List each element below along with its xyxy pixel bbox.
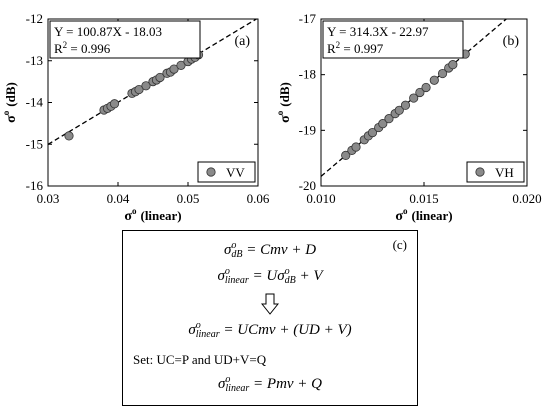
chart-b-data-point bbox=[384, 114, 394, 124]
eq2-sub-b: dB bbox=[284, 275, 296, 286]
eq1-sigma: σ bbox=[223, 242, 232, 258]
chart-b-x-axis-unit: (linear) bbox=[411, 208, 452, 223]
chart-a-y-tick-label: -13 bbox=[26, 53, 43, 68]
equation-substituted: σ o linear = UCmv + (UD + V) bbox=[123, 320, 417, 340]
chart-a-data-point bbox=[155, 72, 165, 83]
eq2-sigma-b: σ bbox=[277, 268, 285, 284]
chart-b-data-point bbox=[448, 60, 458, 70]
eq2-sup-b: o bbox=[284, 266, 290, 277]
equation-final: σ o linear = Pmv + Q bbox=[123, 374, 417, 394]
eq2-sub: linear bbox=[224, 275, 249, 286]
chart-b-data-point bbox=[351, 142, 361, 152]
chart-b-y-tick-label: -19 bbox=[299, 122, 316, 137]
chart-b-r2-value: = 0.997 bbox=[340, 41, 384, 56]
equation-sigma-db: σ o dB = Cmv + D bbox=[123, 240, 417, 260]
set-statement: Set: UC=P and UD+V=Q bbox=[133, 352, 267, 367]
down-arrow-icon bbox=[261, 293, 279, 315]
chart-a-y-axis-unit: (dB) bbox=[3, 82, 18, 107]
eq3-sup: o bbox=[195, 320, 201, 331]
chart-a-x-tick-label: 0.06 bbox=[247, 191, 270, 206]
chart-a-r2-value: = 0.996 bbox=[67, 41, 111, 56]
chart-b-data-point bbox=[415, 87, 425, 98]
chart-a-data-point bbox=[109, 99, 120, 109]
chart-b-y-axis-label-group: σo(dB) bbox=[275, 82, 293, 123]
chart-a-y-tick-label: -14 bbox=[26, 95, 44, 110]
chart-b-y-axis-sup: o bbox=[275, 110, 285, 115]
chart-a-x-tick-label: 0.03 bbox=[37, 191, 60, 206]
eq2-u: = U bbox=[248, 268, 278, 284]
eq2-v: + V bbox=[295, 268, 323, 284]
chart-b-x-axis-sup: o bbox=[403, 206, 408, 216]
chart-a-equation-box bbox=[49, 20, 201, 59]
eq4-sub: linear bbox=[225, 383, 250, 394]
chart-b-r2-text: R2 = 0.997 bbox=[327, 40, 384, 56]
eq4-rhs: = Pmv + Q bbox=[249, 376, 323, 392]
chart-a-legend-label: VV bbox=[226, 165, 245, 180]
chart-a-data-point bbox=[176, 60, 186, 70]
chart-a-x-tick-label: 0.05 bbox=[177, 191, 200, 206]
chart-b-y-tick-label: -18 bbox=[299, 67, 316, 82]
chart-b-data-point bbox=[429, 75, 439, 85]
eq2-sup: o bbox=[224, 266, 230, 277]
eq3-rhs: = UCmv + (UD + V) bbox=[219, 322, 352, 338]
eq2-sigma: σ bbox=[217, 268, 225, 284]
chart-a-equation-text: Y = 100.87X - 18.03 bbox=[54, 24, 162, 39]
chart-a-r2-exp: 2 bbox=[63, 40, 68, 50]
chart-b-x-axis-label: σo (linear) bbox=[395, 206, 452, 224]
chart-b-y-tick-label: -20 bbox=[299, 178, 316, 193]
chart-a: 0.03 0.04 0.05 0.06 -16 -15 -14 -13 -12 Y = 100.8… bbox=[1, 11, 270, 224]
chart-a-y-axis-sup: o bbox=[1, 110, 11, 115]
chart-b: 0.010 0.015 0.020 -20 -19 -18 -17 Y = 314.3X - … bbox=[275, 11, 542, 224]
chart-b-equation-text: Y = 314.3X - 22.97 bbox=[327, 24, 429, 39]
chart-a-data-point bbox=[169, 64, 179, 74]
eq4-sup: o bbox=[225, 374, 231, 385]
chart-a-x-axis-label: σo (linear) bbox=[124, 206, 181, 224]
eq1-rhs: = Cmv + D bbox=[242, 242, 317, 258]
chart-b-data-point bbox=[400, 100, 411, 110]
chart-b-data-point bbox=[394, 105, 404, 115]
chart-a-data-point bbox=[134, 84, 144, 95]
chart-a-y-tick-label: -12 bbox=[26, 11, 43, 26]
chart-b-panel-label: (b) bbox=[503, 34, 520, 49]
chart-b-x-tick-label: 0.010 bbox=[306, 191, 335, 206]
eq3-sub: linear bbox=[195, 329, 220, 340]
chart-a-x-axis-sup: o bbox=[132, 206, 137, 216]
chart-b-r2-exp: 2 bbox=[336, 40, 341, 50]
chart-a-r2-text: R2 = 0.996 bbox=[54, 40, 111, 56]
chart-b-y-axis-label: σo(dB) bbox=[275, 82, 293, 123]
eq1-sup: o bbox=[231, 240, 237, 251]
chart-a-data-point bbox=[64, 131, 74, 141]
chart-b-y-tick-label: -17 bbox=[299, 11, 317, 26]
chart-b-y-axis-unit: (dB) bbox=[277, 82, 292, 107]
equation-sigma-linear: σ o linear = Uσ o dB + V bbox=[123, 266, 417, 286]
chart-a-panel-label: (a) bbox=[234, 34, 250, 49]
chart-a-y-axis-label-group: σo(dB) bbox=[1, 82, 19, 123]
panel-label-c: (c) bbox=[392, 237, 407, 252]
eq1-sub: dB bbox=[231, 249, 243, 260]
equations-panel: (c) σ o dB = Cmv + D σ o linear = Uσ o dB + V … bbox=[122, 230, 418, 406]
chart-b-legend-label: VH bbox=[495, 165, 514, 180]
chart-b-data-point bbox=[367, 127, 378, 138]
eq3-sigma: σ bbox=[188, 322, 196, 338]
chart-b-equation-box bbox=[322, 20, 464, 59]
chart-b-data-point bbox=[378, 119, 388, 129]
chart-b-data-point bbox=[341, 150, 351, 160]
chart-a-y-axis-label: σo(dB) bbox=[1, 82, 19, 123]
chart-a-legend-box bbox=[197, 161, 256, 183]
chart-b-legend-marker bbox=[475, 167, 485, 177]
chart-a-y-tick-label: -16 bbox=[26, 178, 44, 193]
chart-a-y-tick-label: -15 bbox=[26, 136, 43, 151]
chart-b-legend-box bbox=[466, 161, 525, 183]
chart-b-data-point bbox=[437, 68, 448, 79]
chart-b-x-tick-label: 0.020 bbox=[512, 191, 541, 206]
chart-a-data-point bbox=[141, 81, 151, 91]
chart-b-data-point bbox=[409, 93, 419, 103]
chart-b-x-tick-label: 0.015 bbox=[409, 191, 438, 206]
chart-a-x-axis-unit: (linear) bbox=[140, 208, 181, 223]
chart-a-legend-marker bbox=[206, 167, 216, 177]
chart-a-x-tick-label: 0.04 bbox=[107, 191, 130, 206]
eq4-sigma: σ bbox=[217, 376, 226, 392]
chart-b-data-point bbox=[421, 82, 431, 93]
